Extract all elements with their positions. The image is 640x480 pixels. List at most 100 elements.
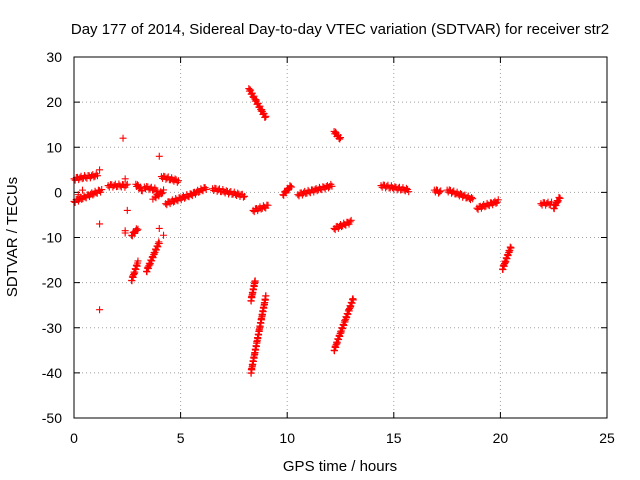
data-point [159,189,167,197]
data-point [173,178,181,186]
data-point [96,220,104,228]
satellite-track [279,182,295,199]
satellite-track [162,190,195,209]
data-point [119,134,127,142]
data-point [155,224,163,232]
data-point [134,225,142,233]
satellite-track [443,186,477,204]
data-point [256,102,264,110]
data-point [492,199,500,207]
data-point [328,182,336,190]
satellite-track [247,292,270,377]
data-point [201,184,209,192]
data-point [436,188,444,196]
data-point [174,177,182,185]
data-point [437,187,445,195]
data-point [264,201,272,209]
satellite-track [330,216,355,234]
data-point [554,198,562,206]
grid-lines [74,57,607,418]
data-point [123,206,131,214]
data-point [122,181,130,189]
data-point [74,191,82,199]
data-point [507,244,515,252]
data-point [252,96,260,104]
data-point [548,198,556,206]
data-point [149,195,157,203]
satellite-track [209,184,249,201]
y-tick-label: 0 [54,184,62,200]
x-tick-label: 25 [599,430,615,446]
satellite-track [157,172,182,186]
data-point [155,152,163,160]
y-tick-label: -10 [42,230,62,246]
x-tick-label: 5 [177,430,185,446]
data-point [251,277,259,285]
data-point [286,182,294,190]
satellite-track [550,193,564,213]
data-point [79,186,87,194]
satellite-track [128,225,142,240]
data-point [152,186,160,194]
data-point [202,185,210,193]
x-tick-label: 15 [386,430,402,446]
data-point [261,113,269,121]
data-point [98,186,106,194]
data-point [346,218,354,226]
data-point [121,229,129,237]
data-point [96,306,104,314]
y-tick-label: -40 [42,365,62,381]
data-point [93,172,101,180]
data-point [468,193,476,201]
satellite-track [430,186,445,197]
data-series [70,85,564,377]
data-point [134,257,142,265]
data-point [241,192,249,200]
satellite-track [187,184,210,200]
data-point [262,112,270,120]
x-tick-label: 10 [279,430,295,446]
data-point [121,175,129,183]
data-point [246,86,254,94]
satellite-track [70,186,106,206]
data-point [96,166,104,174]
axes: 0 5 10 15 20 25 -50 -40 -30 -20 -10 0 10 20 30 [42,49,615,446]
x-tick-label: 20 [493,430,509,446]
data-point [158,190,166,198]
data-point [469,195,477,203]
data-point [155,239,163,247]
data-point [248,89,256,97]
satellite-track [330,295,357,355]
satellite-track [142,238,163,276]
y-tick-label: -30 [42,320,62,336]
data-point [494,196,502,204]
data-point [160,231,168,239]
data-point [325,184,333,192]
y-tick-label: 20 [46,94,62,110]
satellite-track [104,180,131,191]
data-point [123,180,131,188]
satellite-track [132,180,146,195]
satellite-track [330,127,344,143]
satellite-track [245,85,270,121]
data-point [347,216,355,224]
satellite-track [473,196,502,213]
satellite-track [499,243,515,274]
data-point [555,193,563,201]
satellite-track [151,186,168,202]
y-axis-label: SDTVAR / TECUs [4,177,21,297]
x-tick-label: 0 [70,430,78,446]
chart-title: Day 177 of 2014, Sidereal Day-to-day VTE… [71,21,609,38]
data-point [349,296,357,304]
data-point [132,225,140,233]
data-point [550,205,558,213]
y-tick-label: 10 [46,139,62,155]
satellite-track [377,181,413,196]
data-point [335,134,343,142]
y-tick-label: -20 [42,275,62,291]
data-point [556,194,564,202]
data-point [239,193,247,201]
plot-frame [73,56,608,419]
satellite-track [247,277,259,305]
